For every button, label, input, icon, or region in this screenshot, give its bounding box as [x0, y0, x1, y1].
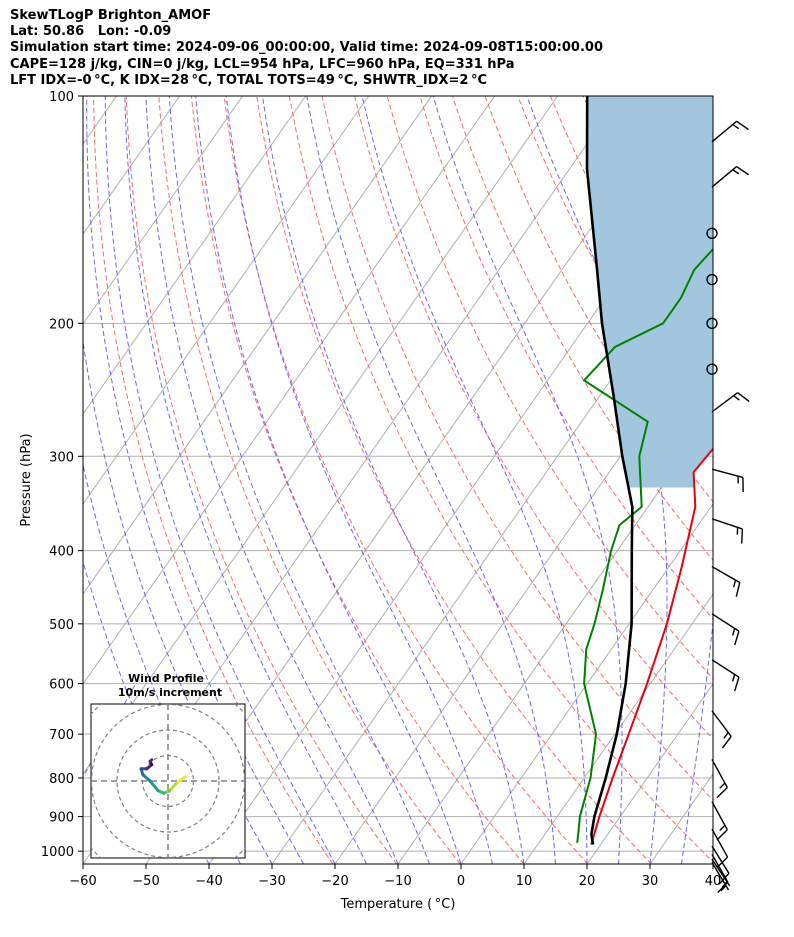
- y-tick-label: 800: [49, 772, 74, 787]
- wind-barb: [711, 710, 732, 749]
- wind-barb: [711, 468, 744, 492]
- isotherm-line: [271, 233, 713, 864]
- temperature-line: [590, 447, 713, 845]
- wind-barb-calm: [706, 227, 718, 240]
- x-tick-label: −20: [321, 874, 348, 889]
- mixing-ratio-line: [0, 684, 45, 864]
- hodograph-segment: [148, 758, 154, 763]
- dry-adiabat-line: [158, 96, 461, 864]
- moist-adiabat-line: [306, 96, 556, 864]
- wind-barb: [711, 845, 730, 885]
- x-tick-label: −30: [258, 874, 285, 889]
- title-block: SkewTLogP Brighton_AMOF Lat: 50.86 Lon: …: [10, 8, 780, 89]
- y-tick-label: 100: [49, 90, 74, 105]
- x-tick-label: 0: [457, 874, 465, 889]
- y-tick-label: 300: [49, 450, 74, 465]
- dry-adiabat-line: [386, 96, 713, 680]
- x-tick-label: −50: [132, 874, 159, 889]
- isotherm-line: [83, 96, 496, 685]
- wind-barb-calm: [706, 317, 718, 330]
- y-tick-label: 600: [49, 678, 74, 693]
- isotherm-line: [586, 683, 713, 864]
- isotherm-line: [334, 323, 713, 864]
- x-tick-label: 30: [642, 874, 659, 889]
- wind-barb-calm: [706, 273, 718, 286]
- x-tick-label: −10: [384, 874, 411, 889]
- isotherm-line: [83, 96, 433, 595]
- dry-adiabat-line: [223, 96, 589, 864]
- moist-adiabat-line: [83, 337, 273, 864]
- moist-adiabat-line: [195, 96, 462, 864]
- wind-barb: [711, 566, 741, 597]
- hodograph-segment: [141, 772, 152, 783]
- moist-adiabat-line: [86, 96, 304, 864]
- title-times: Simulation start time: 2024-09-06_00:00:…: [10, 40, 603, 56]
- isotherm-line: [83, 96, 370, 505]
- dry-adiabat-line: [746, 96, 794, 864]
- moist-adiabat-line: [145, 96, 399, 864]
- wind-barb: [711, 613, 740, 646]
- dry-adiabat-line: [125, 96, 398, 864]
- hodograph-segment: [148, 779, 160, 793]
- dry-adiabat-line: [452, 96, 713, 561]
- cape-area: [587, 96, 713, 488]
- wind-barb: [711, 759, 728, 799]
- moist-adiabat-line: [712, 860, 713, 864]
- hodograph-title: Wind Profile: [128, 672, 204, 685]
- y-tick-label: 900: [49, 811, 74, 826]
- moist-adiabat-line: [432, 96, 623, 864]
- dry-adiabat-line: [714, 96, 794, 864]
- dry-adiabat-line: [321, 96, 713, 801]
- y-tick-label: 1000: [41, 845, 74, 860]
- wind-barb-calm: [706, 363, 718, 375]
- dry-adiabat-line: [779, 96, 794, 864]
- title-station: SkewTLogP Brighton_AMOF: [10, 8, 212, 23]
- title-location: Lat: 50.86 Lon: -0.09: [10, 24, 172, 40]
- y-tick-label: 700: [49, 728, 74, 743]
- wind-barb: [711, 120, 750, 143]
- dewpoint-line: [576, 247, 713, 843]
- moist-adiabat-line: [225, 96, 493, 864]
- parcel-line: [585, 96, 634, 845]
- dry-adiabat-line: [419, 96, 713, 620]
- isotherm-line: [83, 96, 181, 235]
- wind-barb: [711, 392, 750, 413]
- y-tick-label: 400: [49, 545, 74, 560]
- hodograph-segment: [174, 775, 187, 785]
- isotherm-line: [83, 96, 307, 415]
- x-tick-label: 20: [579, 874, 596, 889]
- isotherm-line: [523, 593, 713, 864]
- x-axis-label: Temperature ( °C): [340, 897, 456, 912]
- dry-adiabat-line: [354, 96, 713, 740]
- x-tick-label: −60: [69, 874, 96, 889]
- isotherm-line: [83, 96, 244, 325]
- moist-adiabat-line: [168, 96, 430, 864]
- x-tick-label: 40: [705, 874, 722, 889]
- title-indices-2: LFT IDX=-0 °C, K IDX=28 °C, TOTAL TOTS=4…: [10, 72, 488, 88]
- wind-barb: [711, 165, 750, 188]
- dry-adiabat-line: [93, 96, 334, 864]
- moist-adiabat-line: [124, 96, 367, 864]
- y-tick-label: 200: [49, 317, 74, 332]
- moist-adiabat-line: [361, 96, 588, 864]
- wind-barb: [711, 659, 740, 692]
- x-tick-label: −40: [195, 874, 222, 889]
- isotherm-line: [460, 503, 713, 864]
- moist-adiabat-line: [104, 96, 336, 864]
- isotherm-line: [712, 863, 713, 864]
- wind-barb: [711, 518, 744, 544]
- dry-adiabat-line: [190, 96, 525, 864]
- wind-barb: [711, 801, 728, 841]
- x-tick-label: 10: [516, 874, 533, 889]
- hodograph-segment: [168, 781, 178, 793]
- wind-barb: [711, 862, 730, 892]
- y-axis-label: Pressure (hPa): [19, 433, 34, 526]
- moist-adiabat-line: [262, 96, 525, 864]
- dry-adiabat-line: [288, 96, 713, 863]
- hodograph-subtitle: 10m/s increment: [118, 686, 222, 699]
- y-tick-label: 500: [49, 618, 74, 633]
- title-indices-1: CAPE=128 j/kg, CIN=0 j/kg, LCL=954 hPa, …: [10, 56, 515, 72]
